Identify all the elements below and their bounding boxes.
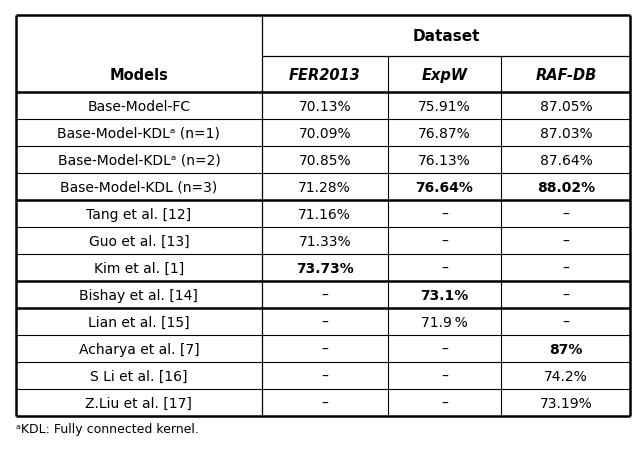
Text: Dataset: Dataset [412,29,480,44]
Text: ExpW: ExpW [422,68,468,82]
Text: –: – [441,207,448,222]
Text: Base-Model-KDL (n=3): Base-Model-KDL (n=3) [60,181,218,194]
Text: 88.02%: 88.02% [537,181,595,194]
Text: –: – [563,261,570,275]
Text: 73.1%: 73.1% [420,288,468,302]
Text: RAF-DB: RAF-DB [535,68,596,82]
Text: –: – [441,234,448,248]
Text: Tang et al. [12]: Tang et al. [12] [86,207,191,222]
Text: 87.03%: 87.03% [540,126,592,141]
Text: –: – [441,342,448,356]
Text: 70.13%: 70.13% [298,100,351,114]
Text: –: – [563,288,570,302]
Text: 71.33%: 71.33% [298,234,351,248]
Text: –: – [563,234,570,248]
Text: Acharya et al. [7]: Acharya et al. [7] [79,342,199,356]
Text: Z.Liu et al. [17]: Z.Liu et al. [17] [86,396,192,410]
Text: Kim et al. [1]: Kim et al. [1] [93,261,184,275]
Text: –: – [441,369,448,383]
Text: –: – [321,369,328,383]
Text: ᵃKDL: Fully connected kernel.: ᵃKDL: Fully connected kernel. [16,422,199,435]
Text: 71.16%: 71.16% [298,207,351,222]
Text: Base-Model-KDLᵃ (n=1): Base-Model-KDLᵃ (n=1) [58,126,220,141]
Text: 75.91%: 75.91% [418,100,471,114]
Text: 74.2%: 74.2% [544,369,588,383]
Text: 76.87%: 76.87% [418,126,471,141]
Text: 70.85%: 70.85% [298,154,351,167]
Text: –: – [321,288,328,302]
Text: 87.05%: 87.05% [540,100,592,114]
Text: –: – [563,315,570,329]
Text: FER2013: FER2013 [289,68,360,82]
Text: 87.64%: 87.64% [540,154,592,167]
Text: Base-Model-KDLᵃ (n=2): Base-Model-KDLᵃ (n=2) [58,154,220,167]
Text: –: – [563,207,570,222]
Text: 73.19%: 73.19% [540,396,592,410]
Text: S Li et al. [16]: S Li et al. [16] [90,369,188,383]
Text: –: – [441,396,448,410]
Text: –: – [441,261,448,275]
Text: –: – [321,396,328,410]
Text: 71.9 %: 71.9 % [421,315,468,329]
Text: –: – [321,342,328,356]
Text: Models: Models [109,68,168,82]
Text: –: – [321,315,328,329]
Text: 71.28%: 71.28% [298,181,351,194]
Text: 76.13%: 76.13% [418,154,471,167]
Text: 87%: 87% [549,342,582,356]
Text: 70.09%: 70.09% [298,126,351,141]
Text: Bishay et al. [14]: Bishay et al. [14] [79,288,198,302]
Text: 73.73%: 73.73% [296,261,354,275]
Text: Lian et al. [15]: Lian et al. [15] [88,315,189,329]
Text: Guo et al. [13]: Guo et al. [13] [88,234,189,248]
Text: 76.64%: 76.64% [415,181,474,194]
Text: Base-Model-FC: Base-Model-FC [87,100,191,114]
